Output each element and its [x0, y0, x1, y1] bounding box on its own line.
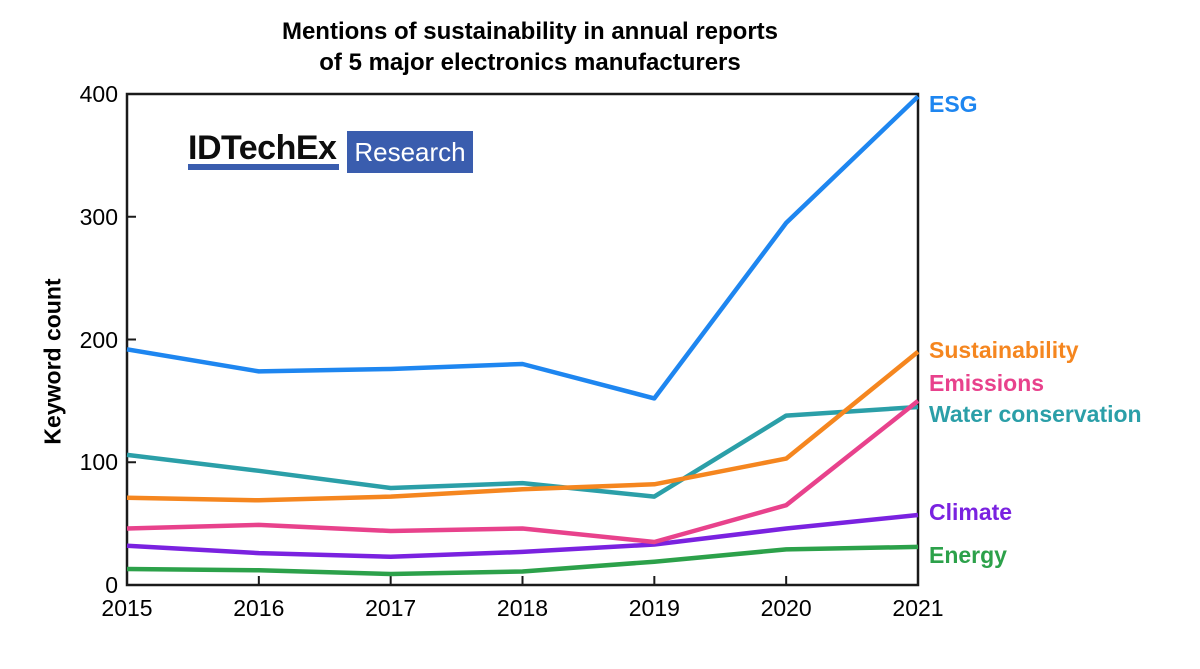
chart-title-line2: of 5 major electronics manufacturers [319, 49, 741, 76]
series-line-water-conservation [126, 404, 919, 499]
y-tick-label: 300 [79, 203, 118, 230]
x-tick-label: 2017 [365, 595, 417, 621]
series-label-climate: Climate [929, 499, 1013, 526]
x-tick-label: 2019 [628, 595, 680, 621]
idtechex-logo-research-badge: Research [347, 131, 473, 173]
series-line-energy [126, 544, 919, 577]
y-tick-label: 200 [79, 326, 118, 353]
series-label-water-conservation: Water conservation [929, 401, 1142, 427]
x-tick-label: 2018 [496, 595, 549, 621]
series-line-emissions [126, 399, 920, 545]
x-tick-label: 2020 [760, 595, 812, 621]
idtechex-logo-underline [188, 164, 339, 170]
series-label-emissions: Emissions [929, 369, 1045, 396]
series-label-esg: ESG [929, 91, 978, 118]
y-tick-label: 400 [79, 81, 118, 107]
series-line-climate [126, 512, 919, 560]
series-line-esg [126, 94, 920, 401]
idtechex-logo-wordmark: IDTechEx [188, 129, 337, 167]
series-line-sustainability [126, 350, 920, 503]
chart-title: Mentions of sustainability in annual rep… [130, 16, 930, 78]
x-tick-label: 2021 [892, 595, 944, 621]
chart-title-line1: Mentions of sustainability in annual rep… [281, 18, 779, 45]
x-tick-label: 2016 [233, 595, 285, 621]
series-label-sustainability: Sustainability [929, 336, 1079, 363]
series-label-energy: Energy [929, 541, 1007, 568]
x-tick-label: 2015 [101, 595, 153, 621]
y-tick-label: 100 [79, 449, 118, 476]
y-tick-label: 0 [105, 572, 118, 598]
